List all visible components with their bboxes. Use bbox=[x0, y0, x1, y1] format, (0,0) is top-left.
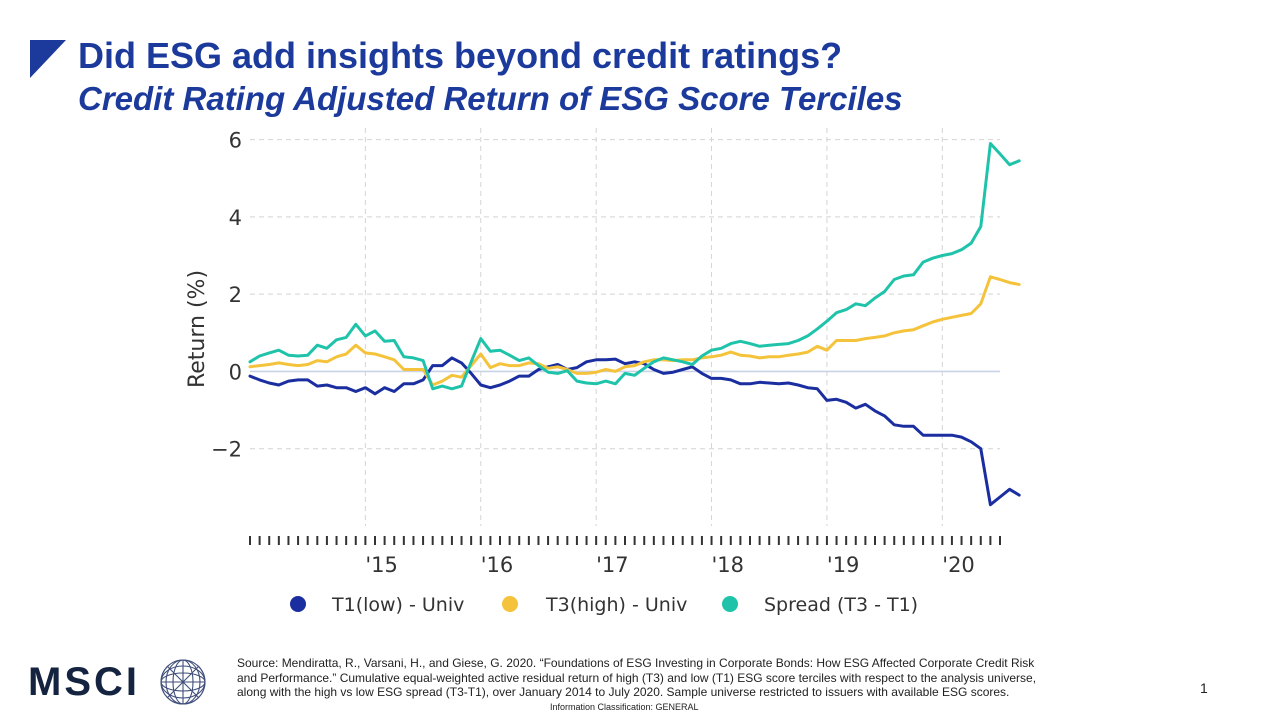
series-line-1 bbox=[248, 356, 1021, 507]
chart-area: −2 0 2 4 6 '15 '16 '17 '18 '19 '20 Return (%) T1(low… bbox=[185, 128, 1021, 616]
y-axis-title: Return (%) bbox=[185, 270, 210, 388]
x-tick-label: '17 bbox=[596, 553, 629, 577]
x-tick-label: '18 bbox=[712, 553, 745, 577]
logo-wordmark: MSCI bbox=[28, 660, 140, 704]
slide-subtitle: Credit Rating Adjusted Return of ESG Sco… bbox=[78, 80, 903, 117]
legend-marker-3 bbox=[722, 596, 738, 612]
x-tick-label: '15 bbox=[365, 553, 398, 577]
globe-icon bbox=[160, 659, 206, 705]
y-tick-label: 2 bbox=[229, 283, 242, 307]
legend-label-1: T1(low) - Univ bbox=[331, 594, 464, 616]
y-tick-label: 4 bbox=[229, 206, 242, 230]
y-tick-label: 6 bbox=[229, 129, 242, 153]
msci-logo: MSCI bbox=[28, 655, 213, 711]
series-line-3 bbox=[248, 142, 1021, 391]
x-tick-label: '16 bbox=[481, 553, 514, 577]
y-tick-label: 0 bbox=[229, 360, 242, 384]
title-corner-mark bbox=[30, 40, 66, 78]
x-tick-label: '19 bbox=[827, 553, 860, 577]
line-chart: −2 0 2 4 6 '15 '16 '17 '18 '19 '20 Return (%) T1(low… bbox=[185, 128, 1021, 616]
legend-label-3: Spread (T3 - T1) bbox=[764, 594, 918, 616]
classification-label: Information Classification: GENERAL bbox=[550, 702, 699, 712]
corner-triangle-shape bbox=[30, 40, 66, 78]
legend-marker-1 bbox=[290, 596, 306, 612]
source-note: Source: Mendiratta, R., Varsani, H., and… bbox=[237, 656, 1037, 700]
page-number: 1 bbox=[1200, 680, 1208, 696]
y-tick-label: −2 bbox=[211, 438, 242, 462]
legend-marker-2 bbox=[502, 596, 518, 612]
series-line-2 bbox=[248, 275, 1021, 387]
legend-label-2: T3(high) - Univ bbox=[545, 594, 687, 616]
slide-title: Did ESG add insights beyond credit ratin… bbox=[78, 35, 843, 76]
x-tick-label: '20 bbox=[942, 553, 975, 577]
